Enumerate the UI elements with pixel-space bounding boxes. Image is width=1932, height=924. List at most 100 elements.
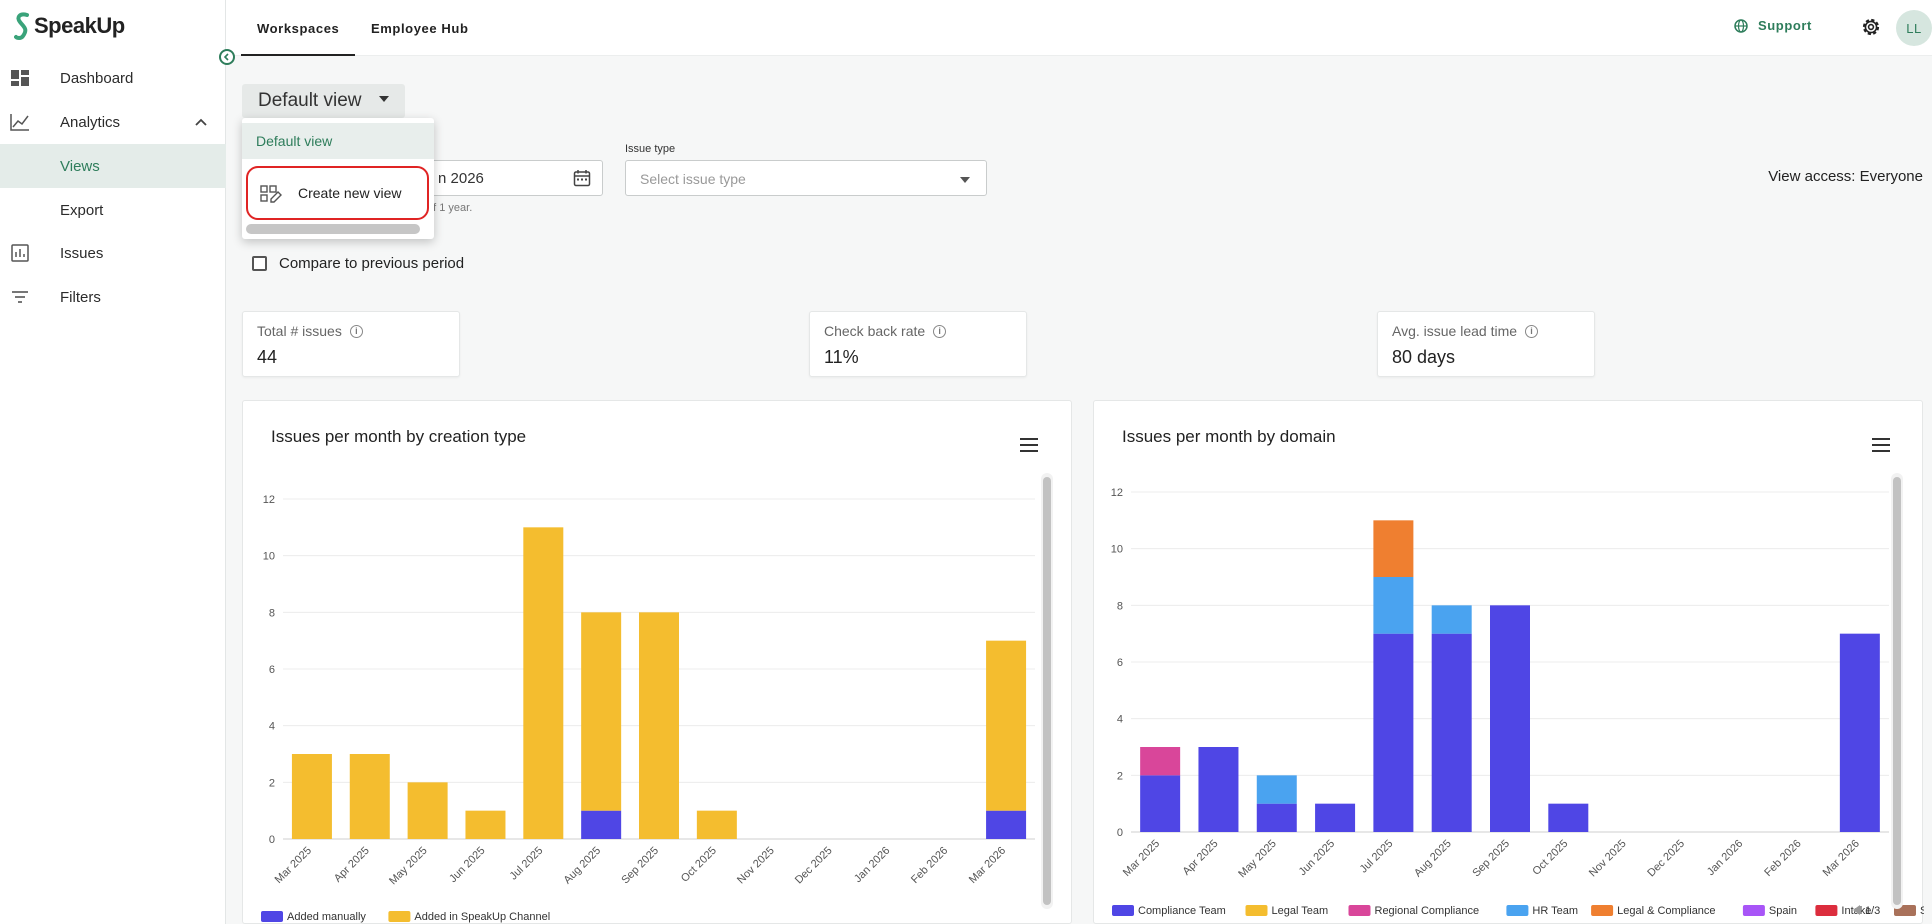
- tab-employee-hub[interactable]: Employee Hub: [371, 20, 469, 36]
- x-tick-label: Jan 2026: [852, 845, 892, 885]
- chevron-up-icon[interactable]: [194, 115, 208, 129]
- bar-segment: [1256, 775, 1297, 804]
- chart-card-creation-type: Issues per month by creation type 0 2 4 6 8 1…: [242, 400, 1072, 924]
- kpi-check-back-rate: Check back rate i 11%: [809, 311, 1027, 377]
- collapse-sidebar-button[interactable]: [219, 49, 235, 65]
- legend-label: Added manually: [287, 911, 366, 923]
- chart-scrollbar[interactable]: [1891, 473, 1903, 909]
- support-label: Support: [1757, 18, 1812, 33]
- kpi-value: 44: [257, 347, 278, 367]
- x-tick-label: Aug 2025: [1412, 838, 1454, 880]
- compare-checkbox[interactable]: [252, 256, 267, 271]
- bar-segment: [407, 782, 448, 839]
- sidebar-item-dashboard[interactable]: Dashboard: [0, 56, 226, 100]
- dropdown-scrollbar[interactable]: [246, 224, 420, 234]
- bar-segment: [1431, 633, 1472, 832]
- kpi-title: Total # issues: [257, 323, 342, 339]
- legend-label: S: [1920, 905, 1924, 917]
- menu-item-label: Create new view: [298, 185, 402, 201]
- y-tick-label: 6: [269, 664, 275, 676]
- legend-label: Legal Team: [1272, 905, 1329, 917]
- bar-segment: [1373, 633, 1414, 832]
- chart-title: Issues per month by domain: [1122, 427, 1336, 446]
- chevron-left-icon: [223, 53, 229, 61]
- x-tick-label: Sep 2025: [1470, 838, 1512, 880]
- bar-segment: [581, 810, 622, 839]
- x-tick-label: May 2025: [387, 845, 430, 888]
- chart-menu-icon[interactable]: [1020, 438, 1038, 452]
- legend-page: 1/3: [1865, 905, 1880, 917]
- sidebar-item-export[interactable]: Export: [0, 188, 226, 232]
- support-link[interactable]: Support: [1734, 18, 1812, 33]
- bar-segment: [986, 640, 1027, 811]
- x-tick-label: Jan 2026: [1705, 838, 1745, 878]
- analytics-icon: [10, 114, 29, 131]
- x-tick-label: Apr 2025: [332, 845, 372, 885]
- x-tick-label: Nov 2025: [1587, 838, 1629, 880]
- kpi-value: 80 days: [1392, 347, 1456, 367]
- kpi-value: 11%: [824, 347, 859, 367]
- view-select[interactable]: Default view: [242, 84, 405, 118]
- bar-segment: [291, 754, 332, 839]
- legend-label: Legal & Compliance: [1617, 905, 1715, 917]
- x-tick-label: Mar 2026: [1821, 838, 1862, 879]
- chart-menu-icon[interactable]: [1872, 438, 1890, 452]
- info-icon[interactable]: i: [1525, 324, 1539, 338]
- bar-segment: [1548, 803, 1589, 832]
- speakup-logo[interactable]: SpeakUp: [14, 12, 125, 40]
- caret-down-icon: [379, 96, 389, 102]
- y-tick-label: 2: [1117, 770, 1123, 782]
- top-bar: Workspaces Employee Hub Support LL: [226, 0, 1932, 56]
- scrollbar-thumb[interactable]: [1043, 477, 1051, 905]
- calendar-icon[interactable]: [573, 169, 591, 187]
- menu-item-default-view[interactable]: Default view: [242, 123, 434, 159]
- sidebar-item-views[interactable]: Views: [0, 144, 226, 188]
- bar-segment: [1140, 775, 1181, 832]
- gear-icon[interactable]: [1860, 16, 1882, 38]
- x-tick-label: Nov 2025: [735, 845, 777, 887]
- legend-label: HR Team: [1532, 905, 1578, 917]
- x-tick-label: Feb 2026: [909, 845, 950, 886]
- issue-type-select[interactable]: Select issue type: [625, 160, 987, 196]
- date-range-helper: of 1 year.: [427, 202, 473, 214]
- chart-title: Issues per month by creation type: [271, 427, 527, 446]
- bar-segment: [696, 810, 737, 839]
- legend-swatch: [388, 911, 411, 922]
- sidebar-item-issues[interactable]: Issues: [0, 231, 226, 275]
- legend-label: Spain: [1769, 905, 1797, 917]
- menu-item-create-new-view[interactable]: Create new view: [246, 166, 429, 220]
- x-tick-label: Mar 2026: [967, 845, 1008, 886]
- x-tick-label: Feb 2026: [1762, 838, 1803, 879]
- compare-checkbox-row[interactable]: Compare to previous period: [252, 255, 464, 272]
- bar-segment: [1431, 605, 1472, 634]
- x-tick-label: Oct 2025: [1530, 838, 1570, 878]
- info-icon[interactable]: i: [349, 324, 363, 338]
- y-tick-label: 4: [1117, 714, 1123, 726]
- avatar[interactable]: LL: [1896, 10, 1932, 46]
- bar-segment: [1140, 747, 1181, 776]
- tab-workspaces[interactable]: Workspaces: [240, 0, 356, 56]
- scrollbar-thumb[interactable]: [1893, 477, 1901, 905]
- legend-swatch: [1815, 905, 1838, 916]
- x-tick-label: Apr 2025: [1181, 838, 1221, 878]
- chart-scrollbar[interactable]: [1041, 473, 1053, 909]
- y-tick-label: 8: [1117, 600, 1123, 612]
- bar-segment: [986, 810, 1027, 839]
- view-dropdown-menu: Default view Create new view: [242, 118, 434, 239]
- legend-swatch: [261, 911, 283, 922]
- legend-label: Regional Compliance: [1375, 905, 1480, 917]
- y-tick-label: 12: [1111, 487, 1123, 499]
- x-tick-label: Dec 2025: [1645, 838, 1687, 880]
- chart-creation-type: 0 2 4 6 8 10 12 Mar 2025 Apr 2025 May 2025 Jun 202…: [261, 494, 1035, 923]
- x-tick-label: Aug 2025: [561, 845, 603, 887]
- bar-segment: [1490, 605, 1530, 832]
- date-range-value: n 2026: [438, 170, 484, 187]
- view-select-value: Default view: [258, 90, 362, 111]
- kpi-total-issues: Total # issues i 44: [242, 311, 460, 377]
- info-icon[interactable]: i: [933, 324, 947, 338]
- sidebar-item-label: Issues: [60, 244, 104, 262]
- kpi-title: Check back rate: [824, 323, 926, 339]
- sidebar-item-filters[interactable]: Filters: [0, 275, 226, 319]
- sidebar-item-analytics[interactable]: Analytics: [0, 100, 226, 144]
- legend-swatch: [1591, 905, 1614, 916]
